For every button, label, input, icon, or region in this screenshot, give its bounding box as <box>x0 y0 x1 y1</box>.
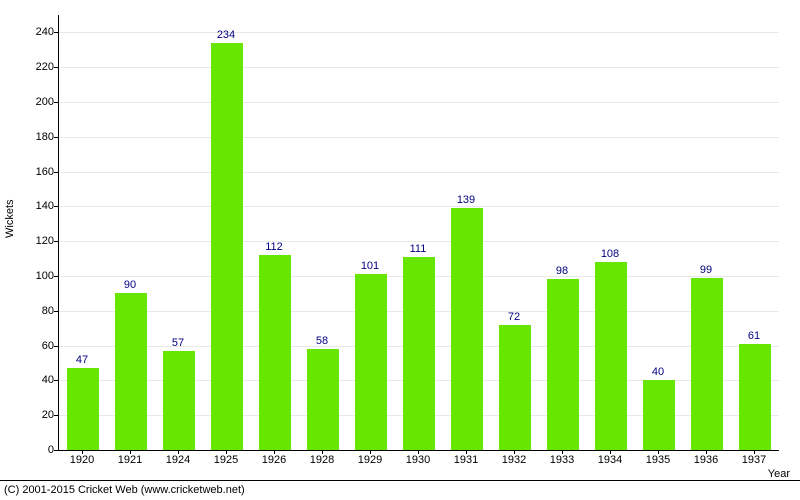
y-tick-mark <box>54 137 58 138</box>
x-tick-label: 1933 <box>550 454 574 466</box>
y-tick-label: 220 <box>36 61 54 73</box>
x-tick-mark <box>130 450 131 454</box>
bar-value-label: 90 <box>110 279 150 291</box>
y-tick-label: 180 <box>36 131 54 143</box>
x-tick-mark <box>514 450 515 454</box>
y-tick-mark <box>54 450 58 451</box>
x-tick-label: 1924 <box>166 454 190 466</box>
gridline <box>59 32 779 33</box>
bar-value-label: 108 <box>590 248 630 260</box>
copyright-text: (C) 2001-2015 Cricket Web (www.cricketwe… <box>4 484 245 496</box>
x-tick-label: 1934 <box>598 454 622 466</box>
bar-value-label: 61 <box>734 330 774 342</box>
bar-value-label: 40 <box>638 366 678 378</box>
gridline <box>59 206 779 207</box>
y-tick-mark <box>54 102 58 103</box>
y-tick-mark <box>54 206 58 207</box>
x-tick-mark <box>610 450 611 454</box>
y-axis-label: Wickets <box>4 200 16 239</box>
gridline <box>59 67 779 68</box>
gridline <box>59 172 779 173</box>
bar-value-label: 111 <box>398 243 438 255</box>
bar <box>307 349 339 450</box>
x-tick-mark <box>706 450 707 454</box>
x-tick-mark <box>274 450 275 454</box>
x-tick-label: 1920 <box>70 454 94 466</box>
y-tick-label: 100 <box>36 270 54 282</box>
y-tick-mark <box>54 276 58 277</box>
bar <box>211 43 243 450</box>
bar-value-label: 139 <box>446 194 486 206</box>
bar-value-label: 57 <box>158 337 198 349</box>
x-tick-mark <box>466 450 467 454</box>
x-tick-label: 1937 <box>742 454 766 466</box>
y-tick-mark <box>54 32 58 33</box>
x-tick-label: 1936 <box>694 454 718 466</box>
chart-container: 020406080100120140160180200220240 192019… <box>0 0 800 500</box>
y-tick-mark <box>54 172 58 173</box>
bar <box>355 274 387 450</box>
y-tick-mark <box>54 380 58 381</box>
x-tick-label: 1935 <box>646 454 670 466</box>
gridline <box>59 102 779 103</box>
x-tick-mark <box>82 450 83 454</box>
bar-value-label: 234 <box>206 29 246 41</box>
x-tick-label: 1929 <box>358 454 382 466</box>
y-tick-label: 20 <box>42 409 54 421</box>
x-tick-mark <box>418 450 419 454</box>
bar <box>499 325 531 450</box>
x-tick-mark <box>178 450 179 454</box>
bar-value-label: 112 <box>254 241 294 253</box>
bar <box>691 278 723 450</box>
bar-value-label: 47 <box>62 354 102 366</box>
bar <box>403 257 435 450</box>
y-tick-label: 80 <box>42 305 54 317</box>
x-tick-label: 1926 <box>262 454 286 466</box>
x-tick-mark <box>322 450 323 454</box>
bar <box>259 255 291 450</box>
bar <box>643 380 675 450</box>
x-axis-label: Year <box>768 468 790 480</box>
x-tick-label: 1921 <box>118 454 142 466</box>
bar-value-label: 58 <box>302 335 342 347</box>
x-tick-label: 1932 <box>502 454 526 466</box>
x-tick-mark <box>754 450 755 454</box>
y-tick-label: 60 <box>42 340 54 352</box>
x-tick-label: 1928 <box>310 454 334 466</box>
y-tick-mark <box>54 67 58 68</box>
x-tick-mark <box>370 450 371 454</box>
bar-value-label: 98 <box>542 265 582 277</box>
y-tick-mark <box>54 311 58 312</box>
y-tick-label: 160 <box>36 166 54 178</box>
bar <box>547 279 579 450</box>
bar-value-label: 99 <box>686 264 726 276</box>
y-tick-label: 140 <box>36 200 54 212</box>
y-tick-mark <box>54 241 58 242</box>
y-tick-mark <box>54 415 58 416</box>
gridline <box>59 137 779 138</box>
bar-value-label: 101 <box>350 260 390 272</box>
x-tick-mark <box>658 450 659 454</box>
bar <box>595 262 627 450</box>
x-tick-label: 1931 <box>454 454 478 466</box>
y-tick-label: 240 <box>36 26 54 38</box>
y-tick-label: 40 <box>42 374 54 386</box>
x-tick-mark <box>562 450 563 454</box>
bar <box>67 368 99 450</box>
bar <box>739 344 771 450</box>
y-tick-mark <box>54 346 58 347</box>
y-tick-label: 120 <box>36 235 54 247</box>
bar <box>163 351 195 450</box>
bar <box>451 208 483 450</box>
plot-area <box>58 15 779 451</box>
x-tick-label: 1930 <box>406 454 430 466</box>
x-tick-label: 1925 <box>214 454 238 466</box>
footer-divider <box>0 480 800 481</box>
y-tick-label: 200 <box>36 96 54 108</box>
bar <box>115 293 147 450</box>
bar-value-label: 72 <box>494 311 534 323</box>
x-tick-mark <box>226 450 227 454</box>
